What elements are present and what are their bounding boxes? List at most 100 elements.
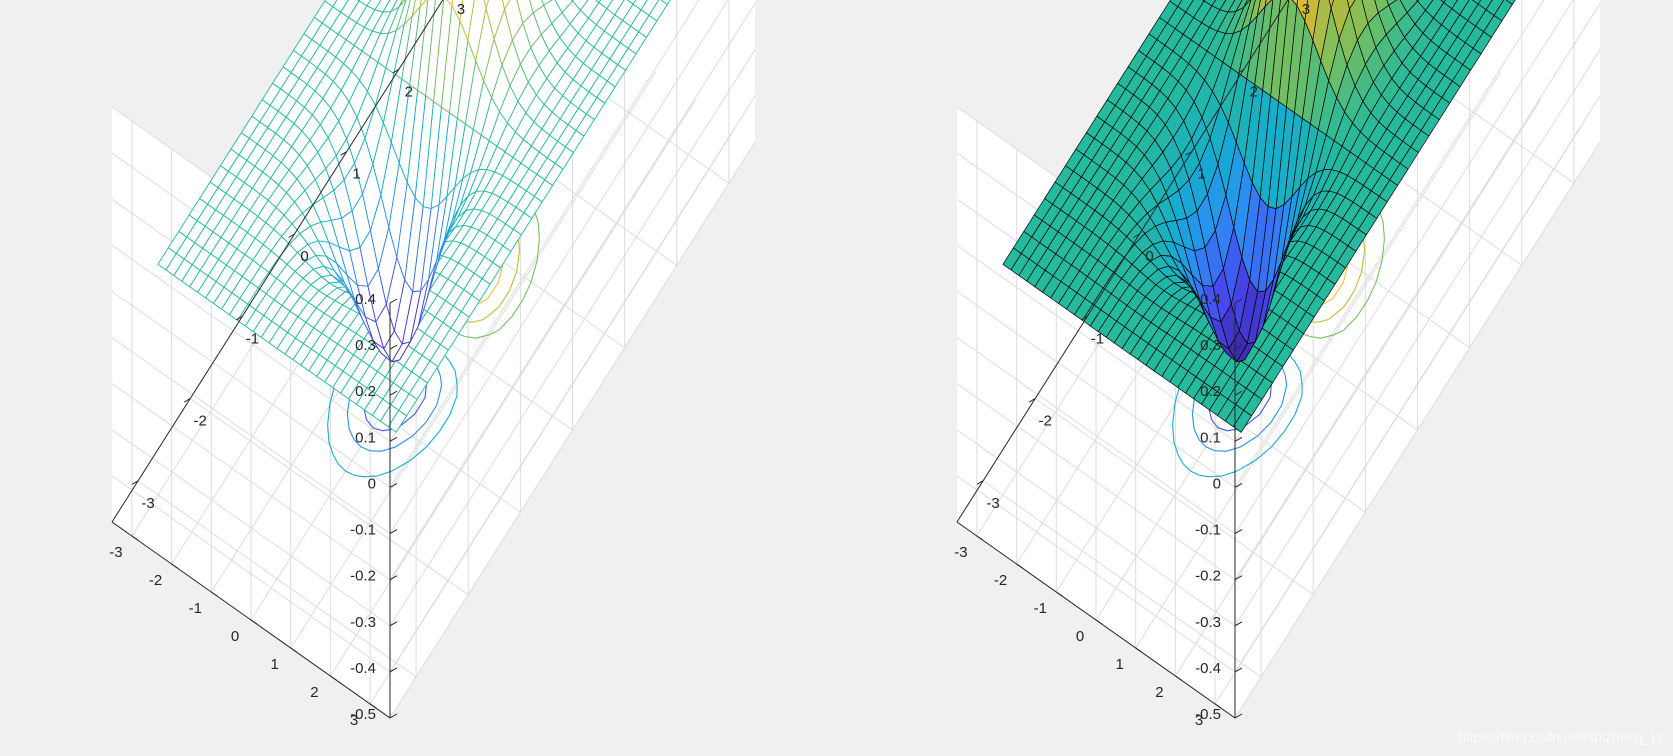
contour-segment — [348, 428, 355, 440]
x-tick-label: 0 — [300, 248, 308, 265]
x-tick-mark — [183, 398, 191, 403]
mesh-patch — [572, 0, 589, 11]
contour-segment — [369, 450, 381, 452]
mesh-patch — [595, 0, 601, 3]
mesh-patch — [398, 0, 406, 8]
contour-segment — [1332, 282, 1344, 300]
x-tick-label: -3 — [141, 495, 154, 512]
contour-segment — [530, 261, 538, 282]
tick-labels: -3-2-10123-3-2-10123-0.5-0.4-0.3-0.2-0.1… — [109, 1, 465, 729]
contour-segment — [1320, 334, 1335, 339]
surface — [1002, 0, 1516, 433]
z-tick-mark — [389, 621, 398, 627]
contour-segment — [449, 395, 458, 416]
z-tick-mark — [1234, 298, 1243, 304]
contour-segment — [1198, 439, 1207, 448]
x-tick-label: 1 — [352, 166, 360, 183]
surface-patch — [1304, 0, 1320, 41]
y-tick-mark — [290, 647, 297, 653]
x-tick-label: -3 — [986, 495, 999, 512]
y-tick-mark — [330, 675, 337, 681]
z-tick-label: 0.3 — [1200, 337, 1221, 354]
contour-segment — [1221, 470, 1237, 477]
contour-segment — [465, 335, 476, 339]
contour-segment — [1354, 275, 1361, 291]
contour-segment — [1381, 258, 1383, 262]
surface-patch — [1417, 0, 1434, 11]
z-tick-label: 0.2 — [1200, 383, 1221, 400]
contour-segment — [1359, 271, 1363, 276]
contour-segment — [360, 446, 371, 452]
z-tick-label: -0.5 — [1195, 706, 1221, 723]
mesh-patch — [541, 0, 553, 6]
contour-segment — [1284, 375, 1288, 386]
contour-segment — [1259, 421, 1272, 434]
z-tick-label: -0.3 — [350, 614, 376, 631]
contour-segment — [1343, 290, 1356, 308]
contour-segment — [514, 271, 518, 276]
contour-segment — [1235, 469, 1239, 472]
y-tick-mark — [976, 535, 984, 541]
contour-segment — [380, 446, 395, 452]
contour-segment — [426, 431, 440, 447]
contour-segment — [1238, 460, 1255, 471]
mesh-patch — [324, 0, 338, 8]
contour-segment — [1356, 299, 1369, 317]
contour-segment — [498, 290, 511, 308]
tick-marks — [131, 68, 400, 719]
z-tick-label: -0.2 — [1195, 568, 1221, 585]
surface-patch — [1235, 0, 1248, 12]
contour-segment — [1199, 474, 1210, 478]
mesh-patch — [403, 0, 416, 25]
contour-segment — [1176, 450, 1179, 455]
z-tick-label: -0.2 — [350, 568, 376, 585]
x-tick-mark — [1237, 68, 1245, 74]
contour-segment — [346, 414, 350, 429]
surface-patch — [1169, 0, 1183, 7]
contour-segment — [328, 442, 333, 452]
mesh-patch — [598, 0, 613, 10]
y-tick-mark — [1135, 647, 1142, 653]
contour-segment — [1294, 360, 1301, 371]
mesh-patch — [626, 0, 637, 5]
contour-segment — [1259, 397, 1271, 415]
mesh-patch — [502, 0, 511, 10]
z-tick-mark — [389, 667, 398, 673]
contour-segment — [345, 470, 355, 476]
surface — [157, 0, 671, 433]
mesh-patch — [632, 0, 648, 11]
contour-segment — [1379, 212, 1384, 222]
contour-segment — [331, 450, 334, 455]
x-tick-label: 3 — [457, 1, 465, 18]
contour-segment — [1375, 261, 1383, 282]
surface-patch — [1471, 0, 1482, 5]
x-tick-label: -1 — [1091, 330, 1104, 347]
contour-segment — [366, 419, 374, 429]
y-tick-mark — [1016, 563, 1023, 569]
contour-segment — [1239, 435, 1258, 448]
contour-segment — [497, 262, 504, 283]
contour-segment — [474, 318, 484, 323]
contour-segment — [438, 414, 451, 432]
y-tick-label: 3 — [1195, 712, 1203, 729]
mesh-patch — [366, 0, 382, 11]
z-tick-mark — [1234, 713, 1243, 719]
contour-segment — [337, 463, 346, 472]
contour-segment — [1367, 281, 1377, 301]
contour-segment — [354, 474, 365, 478]
x-tick-mark — [1133, 233, 1140, 238]
mesh-patch — [411, 0, 422, 17]
z-tick-label: 0.3 — [355, 337, 376, 354]
contour-segment — [449, 360, 456, 371]
contour-segment — [1214, 450, 1226, 452]
mesh-plot-axes: -3-2-10123-3-2-10123-0.5-0.4-0.3-0.2-0.1… — [109, 0, 756, 729]
mesh-patch — [358, 0, 372, 7]
tick-marks — [976, 68, 1245, 719]
contour-segment — [1217, 427, 1228, 432]
contour-segment — [534, 212, 539, 222]
contour-segment — [498, 315, 513, 331]
y-tick-label: 3 — [350, 712, 358, 729]
contour-segment — [1280, 395, 1285, 406]
z-tick-label: 0 — [1213, 475, 1221, 492]
